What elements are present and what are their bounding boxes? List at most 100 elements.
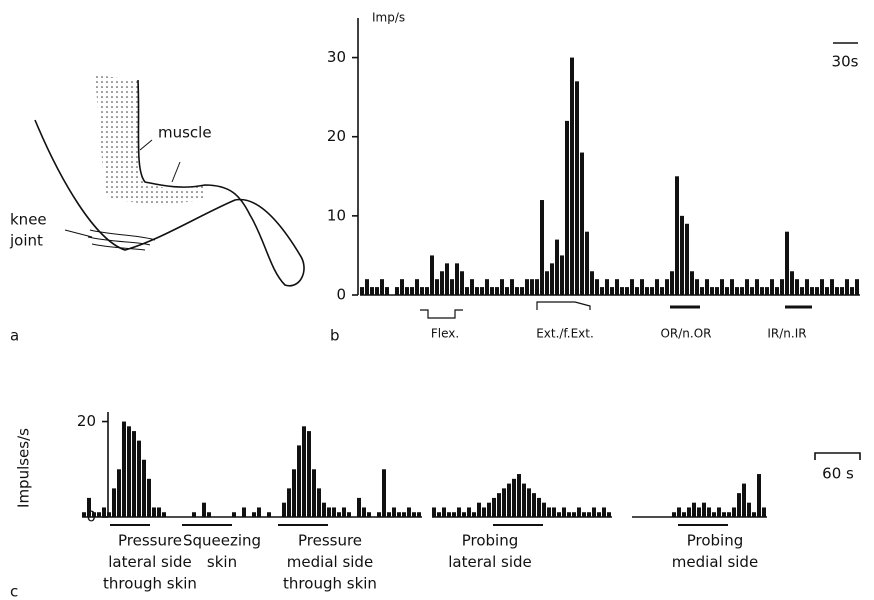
bar [112,488,116,517]
scale-label: 30s [832,53,859,71]
stimulus-label: Squeezing [183,532,261,550]
bar [562,507,566,517]
bar [482,507,486,517]
bar [690,271,694,295]
bar [805,279,809,295]
bar [127,426,131,517]
bar [147,478,151,517]
bar [252,512,256,517]
bar [545,271,549,295]
bar [360,287,364,295]
bar [492,497,496,517]
bar [192,512,196,517]
bar [392,507,396,517]
stimulus-label: through skin [283,575,377,593]
bar [365,279,369,295]
bar [565,120,569,295]
bar [730,279,734,295]
bar [157,507,161,517]
bar [740,287,744,295]
bar [757,474,761,517]
bar [835,287,839,295]
bar [540,200,544,295]
bar [490,287,494,295]
bar [467,507,471,517]
bar [725,287,729,295]
bar [525,279,529,295]
bar [582,512,586,517]
bar [297,445,301,517]
label-muscle: muscle [158,124,212,142]
bar [440,271,444,295]
bar [452,512,456,517]
bar [500,279,504,295]
bar [775,287,779,295]
bar [527,488,531,517]
bar [522,483,526,517]
bar [535,279,539,295]
bar [670,271,674,295]
bar [800,287,804,295]
stimulus-label: OR/n.OR [660,327,711,341]
bar [410,287,414,295]
bar [650,287,654,295]
panel-letter: b [330,327,340,345]
y-tick-label: 30 [327,48,346,66]
bar [715,287,719,295]
bar [507,483,511,517]
bar [742,483,746,517]
bar [530,279,534,295]
bar [402,512,406,517]
bar [717,507,721,517]
bar [505,287,509,295]
stimulus-label: Probing [462,532,519,550]
scale-label: 60 s [822,465,854,483]
bar [322,502,326,517]
bar [475,287,479,295]
stimulus-label: Probing [687,532,744,550]
bar [735,287,739,295]
bar [620,287,624,295]
bar [292,469,296,517]
bar [87,497,91,517]
bar [367,512,371,517]
bar [420,287,424,295]
bar [232,512,236,517]
bar [555,239,559,295]
stimulus-label: lateral side [108,553,192,571]
bar [702,502,706,517]
stimulus-label: Pressure [118,532,182,550]
bar [432,507,436,517]
bar [695,279,699,295]
bar [680,215,684,295]
bar [357,497,361,517]
bar [815,287,819,295]
stimulus-label: through skin [103,575,197,593]
stimulus-label: IR/n.IR [767,327,806,341]
bar [630,279,634,295]
bar [82,512,86,517]
bar [597,512,601,517]
stimulus-label: lateral side [448,553,532,571]
bar [465,287,469,295]
bar [257,507,261,517]
bar [387,512,391,517]
stimulus-label: medial side [287,553,373,571]
bar [640,279,644,295]
bar [587,512,591,517]
bar [302,426,306,517]
bar [655,279,659,295]
bar [512,478,516,517]
bar [660,287,664,295]
bar [450,279,454,295]
bar [242,507,246,517]
bar [595,279,599,295]
y-axis-label: Impulses/s [15,428,33,508]
bar [760,287,764,295]
bar [755,279,759,295]
bar [592,507,596,517]
bar [825,287,829,295]
bar [707,507,711,517]
bar [487,502,491,517]
